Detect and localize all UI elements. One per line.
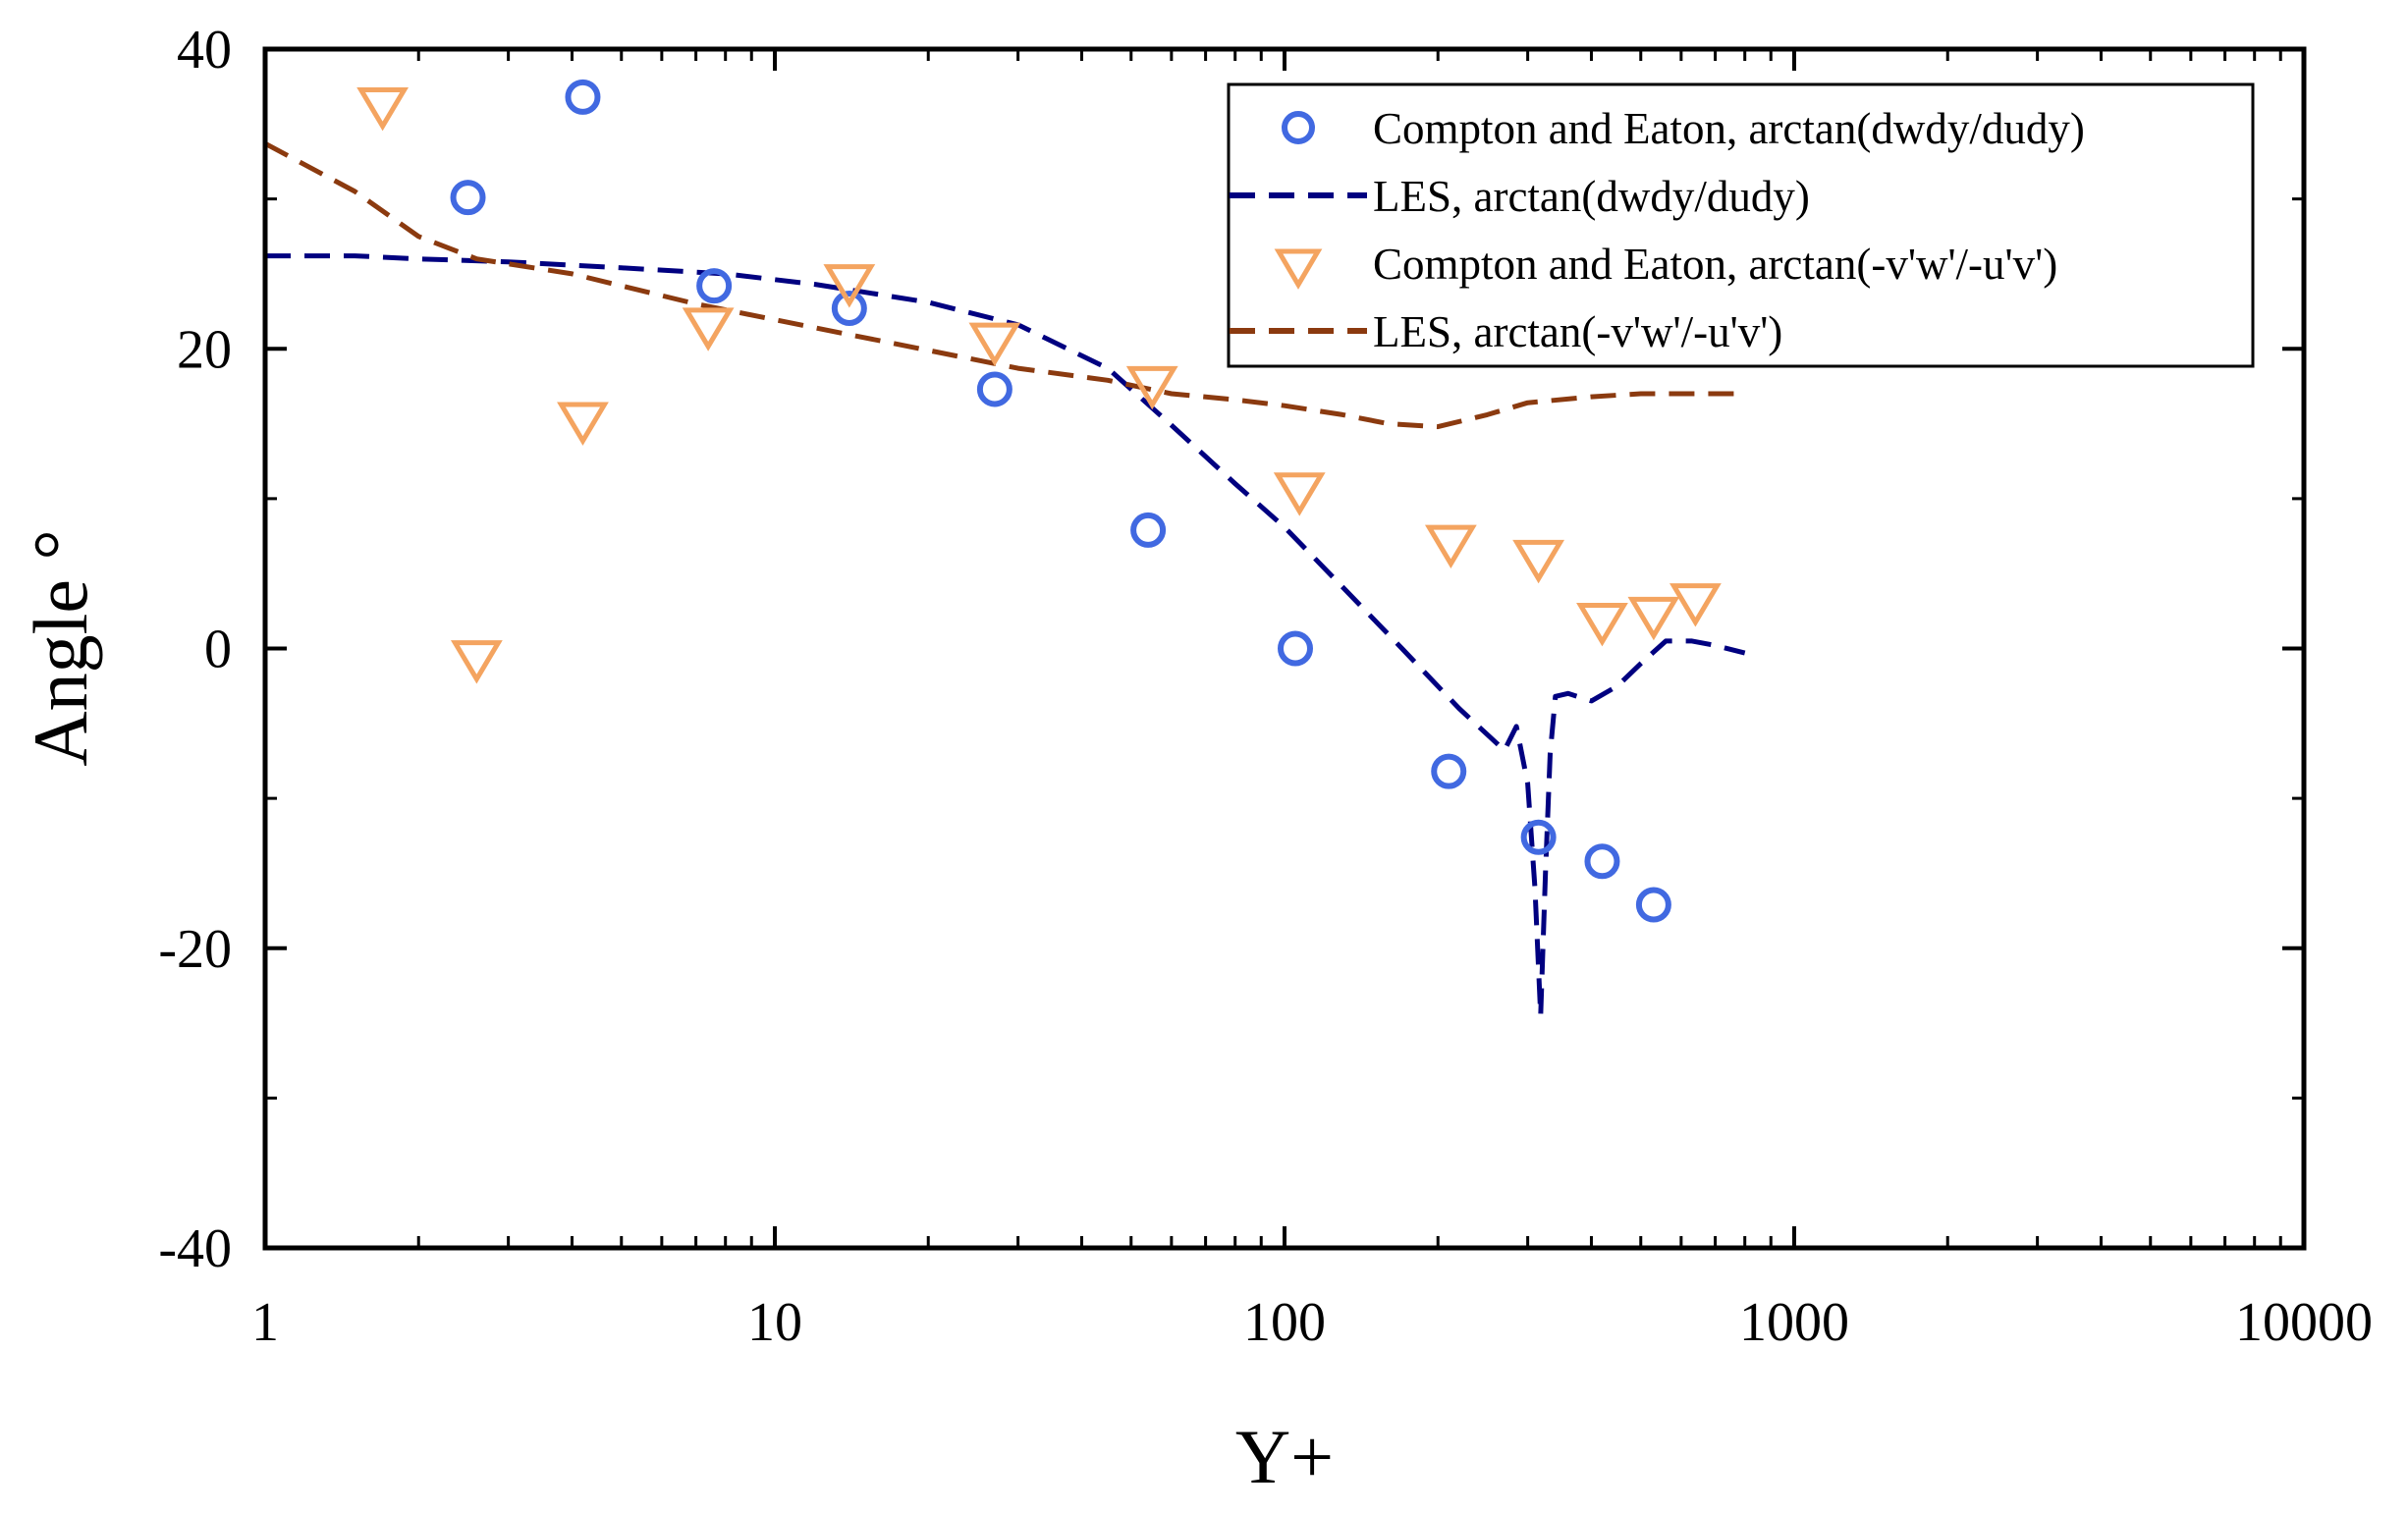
legend-label-les-blue: LES, arctan(dwdy/dudy): [1373, 172, 1810, 221]
data-point-triangle: [1669, 583, 1722, 627]
data-point-circle: [1277, 630, 1313, 667]
legend-label-compton-triangle: Compton and Eaton, arctan(-v'w'/-u'v'): [1373, 240, 2057, 289]
data-point-circle: [450, 180, 486, 216]
data-point-triangle: [356, 86, 409, 132]
data-point-circle: [1130, 512, 1167, 548]
data-point-triangle: [1627, 596, 1680, 641]
legend: Compton and Eaton, arctan(dwdy/dudy) LES…: [1227, 82, 2255, 368]
series-line-3: [263, 140, 1745, 430]
legend-box: [1227, 82, 2255, 368]
y-tick-label: 40: [177, 20, 232, 81]
legend-label-compton-circle: Compton and Eaton, arctan(dwdy/dudy): [1373, 104, 2085, 153]
data-point-circle: [976, 371, 1012, 407]
data-point-triangle: [557, 402, 609, 446]
data-point-triangle: [968, 322, 1021, 366]
labels-layer: 1 10 100 1000 10000 -40 -20 0 20 40: [158, 20, 2373, 1353]
data-point-circle: [1520, 819, 1557, 855]
data-point-triangle: [682, 307, 735, 351]
x-tick-label: 1: [251, 1292, 279, 1353]
legend-label-les-brown: LES, arctan(-v'w'/-u'v'): [1373, 307, 1782, 356]
x-tick-label: 1000: [1739, 1292, 1849, 1353]
y-axis-title: Angle °: [18, 529, 103, 766]
x-tick-label: 100: [1243, 1292, 1326, 1353]
data-point-triangle: [1576, 603, 1628, 647]
data-point-circle: [565, 79, 601, 115]
y-tick-label: 0: [204, 620, 232, 680]
x-tick-label: 10: [747, 1292, 802, 1353]
series-layer: [263, 79, 1746, 1018]
legend-marker-circle: [1282, 111, 1315, 144]
y-tick-label: 20: [177, 319, 232, 380]
data-point-circle: [1635, 887, 1671, 923]
data-point-triangle: [450, 640, 503, 684]
data-point-triangle: [1512, 539, 1565, 584]
data-point-triangle: [1125, 365, 1178, 410]
plot-frame: [262, 46, 2307, 1251]
legend-marker-triangle: [1274, 248, 1323, 290]
series-line-1: [265, 253, 1746, 1018]
y-tick-label: -40: [158, 1218, 232, 1279]
data-point-triangle: [1424, 524, 1477, 569]
y-tick-label: -20: [158, 919, 232, 980]
data-point-circle: [696, 268, 733, 304]
data-point-triangle: [1273, 472, 1326, 516]
data-point-triangle: [823, 264, 876, 308]
data-point-circle: [831, 291, 867, 327]
data-point-circle: [1584, 843, 1620, 880]
x-tick-label: 10000: [2235, 1292, 2373, 1353]
x-axis-title: Y+: [1235, 1414, 1334, 1499]
data-point-circle: [1431, 753, 1467, 789]
